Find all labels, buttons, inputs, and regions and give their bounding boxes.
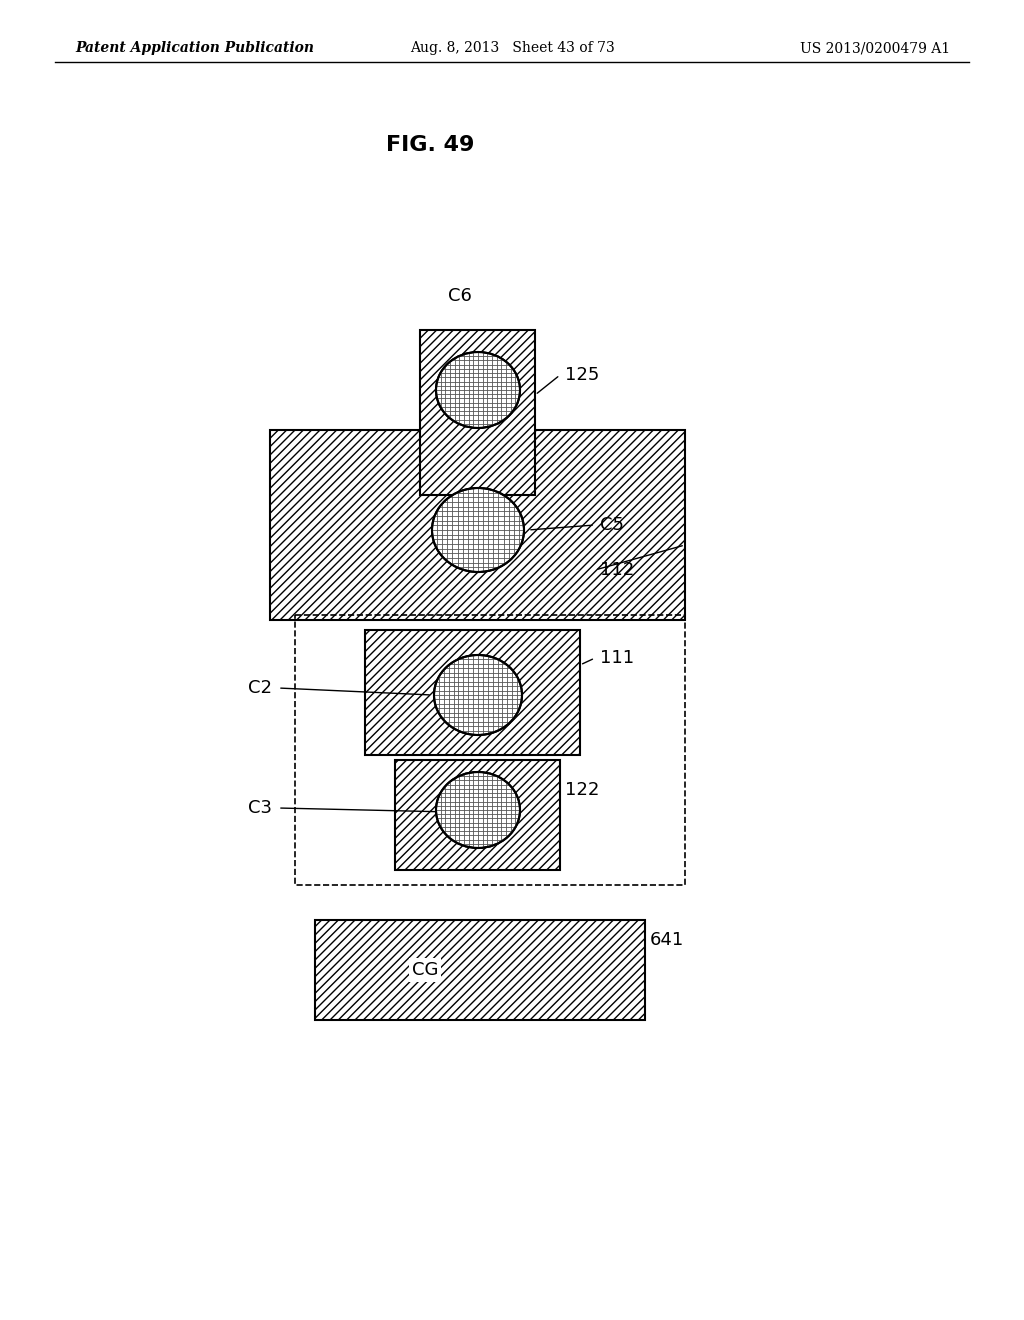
Text: CG: CG [412, 961, 438, 979]
Bar [295, 615, 685, 884]
Text: 111: 111 [600, 649, 634, 667]
Bar [365, 630, 580, 755]
Text: US 2013/0200479 A1: US 2013/0200479 A1 [800, 41, 950, 55]
Text: Patent Application Publication: Patent Application Publication [75, 41, 314, 55]
Text: 125: 125 [565, 366, 599, 384]
Text: 112: 112 [600, 561, 634, 579]
Text: 641: 641 [650, 931, 684, 949]
Ellipse shape [436, 352, 520, 428]
Text: FIG. 49: FIG. 49 [386, 135, 474, 154]
Ellipse shape [434, 655, 522, 735]
Bar [315, 920, 645, 1020]
Bar [395, 760, 560, 870]
Ellipse shape [432, 488, 524, 572]
Text: C3: C3 [248, 799, 272, 817]
Text: Aug. 8, 2013   Sheet 43 of 73: Aug. 8, 2013 Sheet 43 of 73 [410, 41, 614, 55]
Ellipse shape [436, 772, 520, 847]
Text: C2: C2 [248, 678, 272, 697]
Bar [270, 430, 685, 620]
Text: C6: C6 [449, 286, 472, 305]
Text: 122: 122 [565, 781, 599, 799]
Text: C5: C5 [600, 516, 624, 535]
Bar [420, 330, 535, 495]
